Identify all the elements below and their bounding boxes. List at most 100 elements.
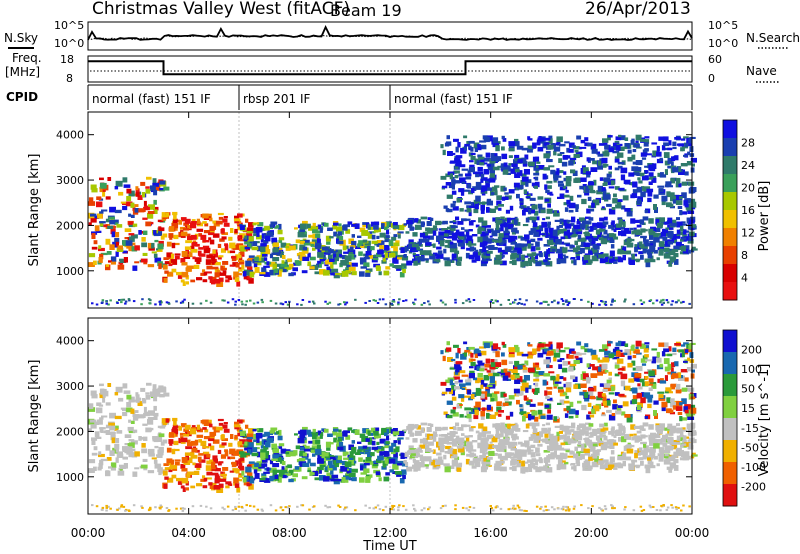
velocity-echo-cell xyxy=(394,471,402,475)
power-echo-cell xyxy=(432,259,439,264)
velocity-echo-cell xyxy=(219,444,225,448)
velocity-echo-cell xyxy=(437,456,443,461)
power-echo-cell xyxy=(458,188,465,193)
power-echo-cell xyxy=(509,205,514,211)
velocity-echo-cell xyxy=(171,448,176,455)
velocity-echo-cell xyxy=(573,430,581,436)
power-echo-cell xyxy=(455,216,460,221)
velocity-echo-cell xyxy=(622,427,626,434)
power-echo-cell xyxy=(617,165,623,169)
velocity-echo-cell xyxy=(365,478,371,483)
power-echo-cell xyxy=(245,260,252,267)
power-echo-cell xyxy=(534,181,540,188)
power-echo-cell xyxy=(459,208,464,212)
power-echo-cell xyxy=(244,235,248,240)
velocity-echo-cell xyxy=(494,412,499,416)
power-echo-cell xyxy=(281,303,285,306)
power-echo-cell xyxy=(507,197,512,200)
power-echo-cell xyxy=(274,245,278,249)
power-echo-cell xyxy=(260,243,267,247)
power-echo-cell xyxy=(128,236,135,242)
power-echo-cell xyxy=(381,260,387,264)
velocity-echo-cell xyxy=(477,360,483,364)
velocity-echo-cell xyxy=(412,458,416,462)
velocity-echo-cell xyxy=(447,377,455,381)
power-echo-cell xyxy=(209,217,213,222)
velocity-echo-cell xyxy=(611,413,615,416)
power-echo-cell xyxy=(203,271,208,276)
velocity-echo-cell xyxy=(560,463,567,470)
velocity-echo-cell xyxy=(658,439,662,442)
power-echo-cell xyxy=(656,145,660,152)
velocity-echo-cell xyxy=(524,461,529,464)
velocity-echo-cell xyxy=(202,485,208,489)
velocity-echo-cell xyxy=(465,379,472,383)
velocity-echo-cell xyxy=(664,390,669,394)
power-echo-cell xyxy=(459,177,466,184)
power-echo-cell xyxy=(530,238,536,243)
power-echo-cell xyxy=(577,238,582,241)
velocity-echo-cell xyxy=(372,464,379,467)
velocity-echo-cell xyxy=(319,433,323,439)
velocity-echo-cell xyxy=(635,464,641,468)
power-echo-cell xyxy=(642,301,646,304)
power-echo-cell xyxy=(270,221,278,225)
power-echo-cell xyxy=(588,259,593,264)
power-echo-cell xyxy=(319,258,326,262)
velocity-echo-cell xyxy=(157,437,162,442)
velocity-echo-cell xyxy=(163,392,170,397)
power-echo-cell xyxy=(647,252,653,259)
velocity-echo-cell xyxy=(115,447,119,453)
velocity-echo-cell xyxy=(596,357,600,361)
power-echo-cell xyxy=(594,249,599,256)
power-echo-cell xyxy=(163,277,168,283)
power-echo-cell xyxy=(164,261,172,264)
velocity-echo-cell xyxy=(515,428,521,432)
velocity-echo-cell xyxy=(378,477,382,482)
velocity-echo-cell xyxy=(276,431,280,435)
velocity-echo-cell xyxy=(527,355,533,359)
velocity-echo-cell xyxy=(672,373,678,376)
power-echo-cell xyxy=(237,213,243,218)
power-echo-cell xyxy=(480,208,485,214)
velocity-echo-cell xyxy=(287,464,292,469)
velocity-echo-cell xyxy=(112,447,118,454)
power-echo-cell xyxy=(447,151,453,156)
power-echo-cell xyxy=(450,250,455,253)
velocity-echo-cell xyxy=(613,399,617,404)
velocity-echo-cell xyxy=(647,458,653,465)
velocity-echo-cell xyxy=(683,451,690,458)
power-echo-cell xyxy=(260,238,264,243)
velocity-echo-cell xyxy=(570,375,576,380)
power-echo-cell xyxy=(649,247,656,253)
power-echo-cell xyxy=(251,246,259,251)
velocity-echo-cell xyxy=(544,343,551,347)
velocity-echo-cell xyxy=(154,445,159,449)
velocity-echo-cell xyxy=(376,458,382,464)
power-echo-cell xyxy=(565,244,570,247)
velocity-echo-cell xyxy=(457,463,462,468)
power-echo-cell xyxy=(601,235,608,241)
colorbar-swatch xyxy=(723,210,737,229)
power-echo-cell xyxy=(544,227,549,232)
power-echo-cell xyxy=(91,233,96,239)
velocity-echo-cell xyxy=(88,428,92,432)
power-echo-cell xyxy=(253,263,258,268)
velocity-echo-cell xyxy=(661,351,666,357)
velocity-echo-cell xyxy=(128,396,135,403)
power-echo-cell xyxy=(414,218,419,221)
velocity-echo-cell xyxy=(667,445,675,449)
power-echo-cell xyxy=(684,171,689,176)
velocity-echo-cell xyxy=(252,429,257,432)
velocity-echo-cell xyxy=(510,456,515,459)
power-echo-cell xyxy=(99,177,104,181)
velocity-echo-cell xyxy=(680,369,688,373)
velocity-echo-cell xyxy=(458,379,463,383)
power-echo-cell xyxy=(646,188,654,193)
velocity-echo-cell xyxy=(251,452,259,457)
power-echo-cell xyxy=(594,257,598,260)
velocity-echo-cell xyxy=(408,449,415,455)
power-echo-cell xyxy=(487,187,493,191)
velocity-echo-cell xyxy=(483,342,490,349)
velocity-echo-cell xyxy=(541,427,547,434)
